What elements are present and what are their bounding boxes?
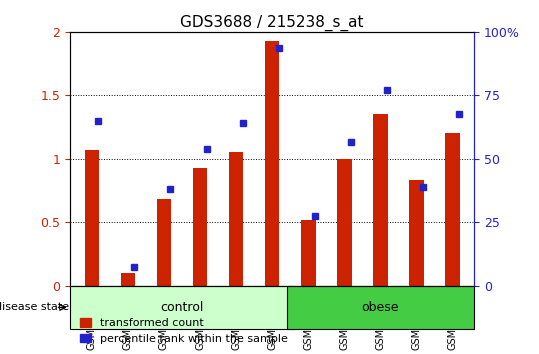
FancyBboxPatch shape bbox=[218, 286, 254, 354]
FancyBboxPatch shape bbox=[287, 286, 474, 329]
Bar bbox=[409, 180, 424, 286]
Bar bbox=[229, 152, 243, 286]
Text: control: control bbox=[160, 301, 204, 314]
FancyBboxPatch shape bbox=[362, 286, 398, 354]
Bar bbox=[121, 273, 135, 286]
FancyBboxPatch shape bbox=[398, 286, 434, 354]
FancyBboxPatch shape bbox=[110, 286, 146, 354]
Legend: transformed count, percentile rank within the sample: transformed count, percentile rank withi… bbox=[75, 314, 292, 348]
FancyBboxPatch shape bbox=[290, 286, 326, 354]
Text: obese: obese bbox=[362, 301, 399, 314]
Bar bbox=[373, 114, 388, 286]
FancyBboxPatch shape bbox=[254, 286, 290, 354]
Bar bbox=[157, 199, 171, 286]
Bar bbox=[445, 133, 460, 286]
Text: disease state: disease state bbox=[0, 302, 70, 313]
FancyBboxPatch shape bbox=[146, 286, 182, 354]
FancyBboxPatch shape bbox=[326, 286, 362, 354]
FancyBboxPatch shape bbox=[70, 286, 294, 329]
Bar bbox=[301, 219, 315, 286]
Bar bbox=[85, 150, 99, 286]
FancyBboxPatch shape bbox=[182, 286, 218, 354]
Bar bbox=[193, 167, 207, 286]
Title: GDS3688 / 215238_s_at: GDS3688 / 215238_s_at bbox=[181, 14, 364, 30]
FancyBboxPatch shape bbox=[434, 286, 471, 354]
Bar bbox=[337, 159, 351, 286]
FancyBboxPatch shape bbox=[74, 286, 110, 354]
Bar bbox=[265, 41, 279, 286]
